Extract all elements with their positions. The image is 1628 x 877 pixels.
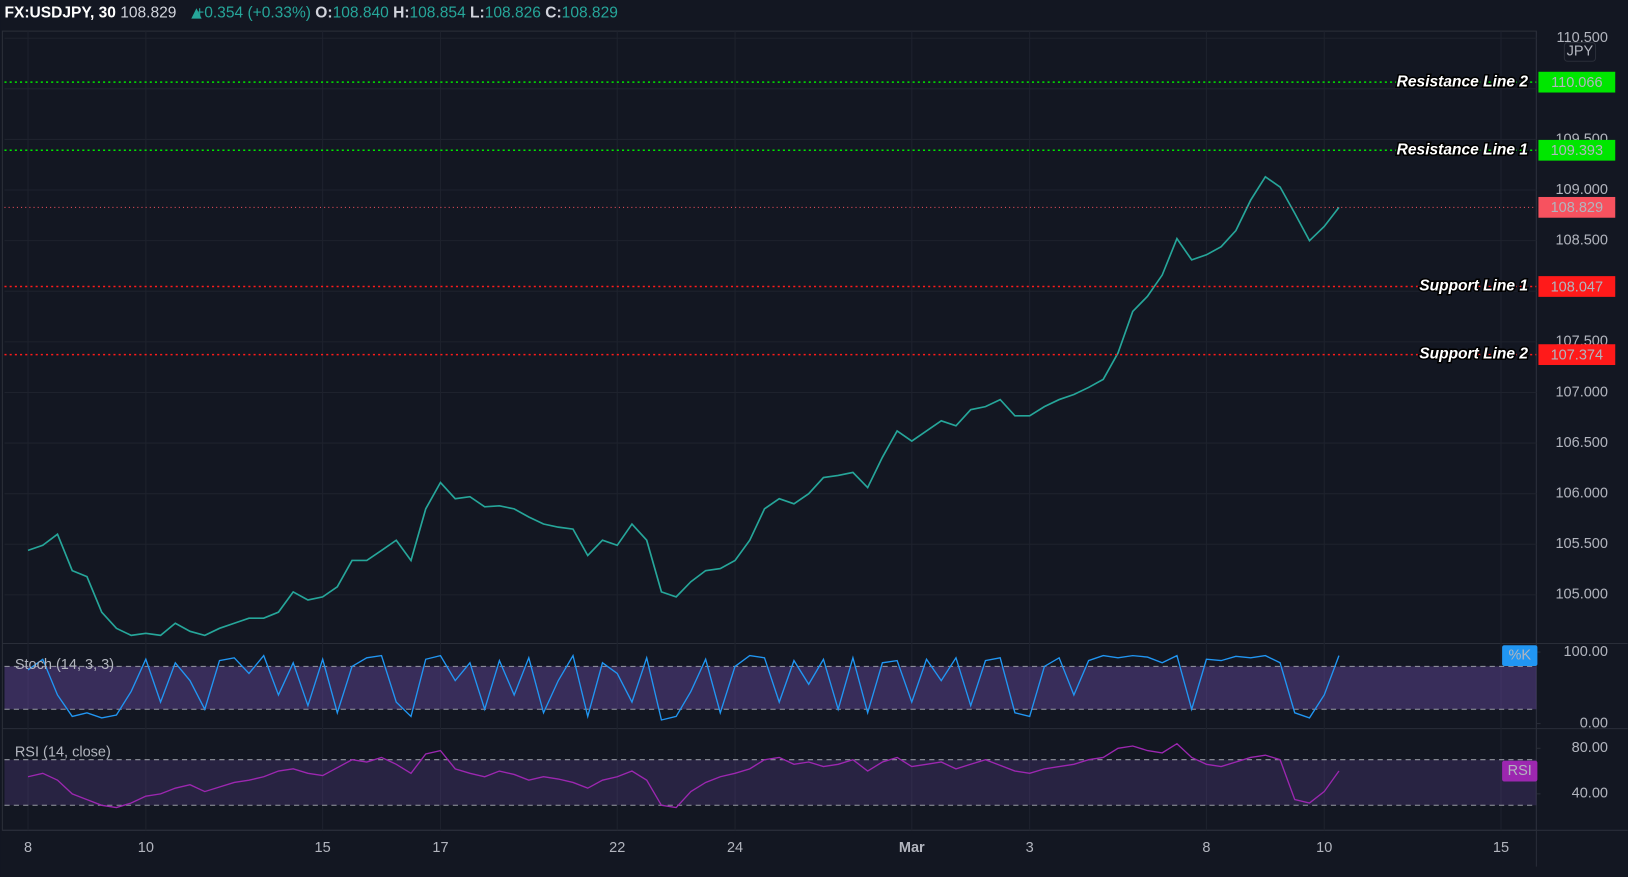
- pane-title: Stoch (14, 3, 3): [15, 657, 114, 673]
- last-price: 108.829: [120, 5, 176, 22]
- low-label: L:: [470, 5, 485, 22]
- x-tick-label: 15: [1493, 840, 1509, 856]
- band-fill: [4, 759, 1537, 806]
- grid: [4, 31, 1541, 831]
- y-tick-label: 109.000: [1555, 182, 1607, 198]
- close-label: C:: [545, 5, 561, 22]
- level-name: Resistance Line 1: [1397, 141, 1528, 158]
- x-tick-label: 22: [609, 840, 625, 856]
- low: 108.826: [485, 5, 541, 22]
- level-value: 107.374: [1551, 347, 1603, 363]
- y-tick-label: 106.500: [1555, 435, 1607, 451]
- y-tick-label: 105.000: [1555, 587, 1607, 603]
- high-label: H:: [393, 5, 409, 22]
- current-price-badge: [1538, 196, 1616, 218]
- level-badge: [1538, 276, 1616, 297]
- y-tick-label: 0.00: [1580, 715, 1608, 731]
- high: 108.854: [410, 5, 467, 22]
- level-badge: [1538, 344, 1616, 365]
- x-tick-label: 17: [432, 840, 448, 856]
- y-tick-label: 110.500: [1557, 30, 1608, 46]
- close: 108.829: [562, 5, 618, 22]
- x-tick-label: Mar: [899, 840, 925, 856]
- x-tick-label: 15: [315, 840, 331, 856]
- marks: [4, 81, 1537, 809]
- legend-badge: [1502, 645, 1538, 667]
- series-line: [27, 175, 1340, 637]
- x-tick-label: 24: [727, 840, 743, 856]
- y-tick-label: 100.00: [1564, 644, 1608, 660]
- series-line: [27, 742, 1340, 809]
- open-label: O:: [315, 5, 332, 22]
- change: +0.354 (+0.33%): [195, 5, 311, 22]
- open: 108.840: [333, 5, 390, 22]
- level-badge: [1538, 139, 1616, 161]
- unit-box: [1563, 42, 1597, 62]
- x-tick-label: 10: [138, 840, 154, 856]
- unit-label: JPY: [1567, 44, 1594, 60]
- legend-badge: [1502, 760, 1538, 782]
- y-tick-label: 105.500: [1555, 536, 1607, 552]
- level-badge: [1538, 71, 1616, 93]
- y-tick-label: 80.00: [1572, 740, 1608, 756]
- pane-title: RSI (14, close): [15, 744, 111, 760]
- symbol: FX:USDJPY, 30: [4, 5, 116, 22]
- level-name: Support Line 2: [1419, 346, 1528, 363]
- y-tick-label: 107.000: [1555, 384, 1607, 400]
- x-tick-label: 10: [1316, 840, 1332, 856]
- y-tick-label: 40.00: [1572, 786, 1608, 802]
- legend-label: RSI: [1508, 763, 1532, 779]
- current-price-label: 108.829: [1551, 200, 1603, 216]
- level-value: 109.393: [1551, 143, 1603, 159]
- up-arrow-icon: [191, 8, 202, 19]
- level-value: 110.066: [1551, 75, 1602, 91]
- y-tick-label: 106.000: [1555, 486, 1607, 502]
- legend-label: %K: [1508, 647, 1531, 663]
- x-tick-label: 8: [1202, 840, 1210, 856]
- x-tick-label: 8: [24, 840, 32, 856]
- symbol-header: FX:USDJPY, 30 108.829 +0.354 (+0.33%) O:1…: [4, 5, 617, 22]
- level-name: Resistance Line 2: [1397, 73, 1529, 90]
- level-value: 108.047: [1551, 279, 1603, 295]
- series-line: [27, 653, 1340, 721]
- y-tick-label: 108.500: [1555, 232, 1607, 248]
- level-name: Support Line 1: [1419, 278, 1528, 295]
- x-tick-label: 3: [1026, 840, 1034, 856]
- band-fill: [4, 666, 1537, 710]
